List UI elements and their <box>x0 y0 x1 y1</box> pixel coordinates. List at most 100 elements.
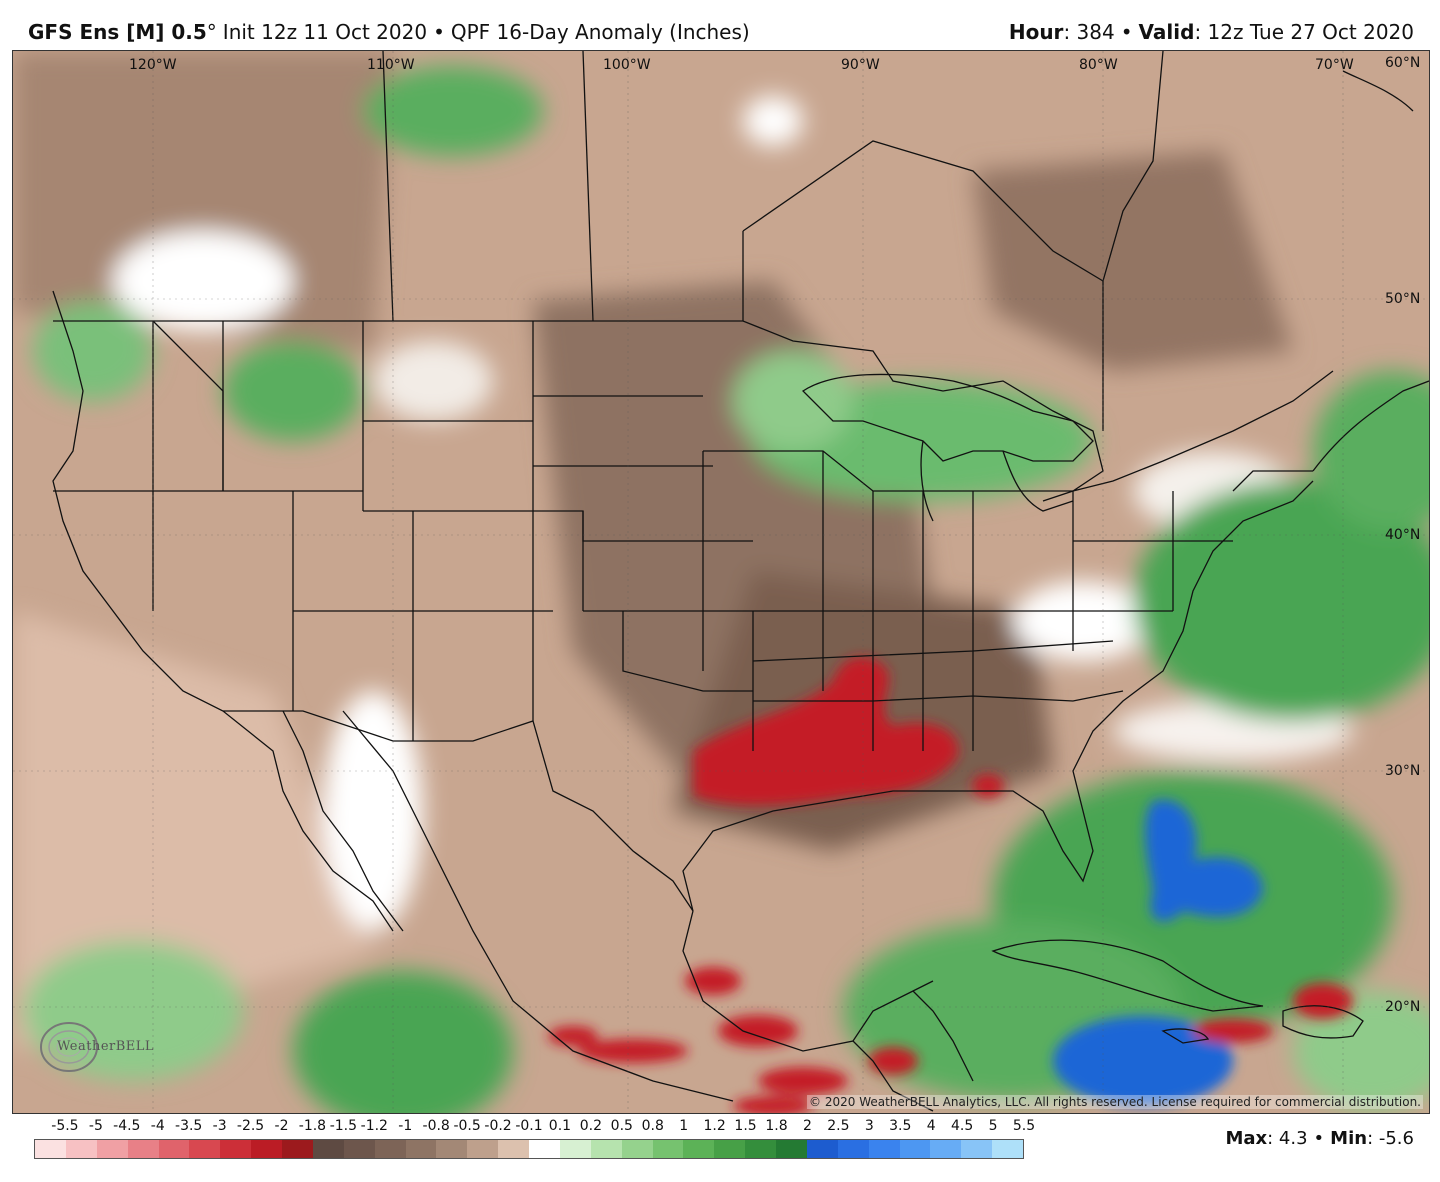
init-time: Init 12z 11 Oct 2020 <box>222 20 428 44</box>
lon-label-70w: 70°W <box>1315 57 1354 73</box>
legend-swatch <box>498 1140 529 1158</box>
lon-label-110w: 110°W <box>367 57 415 73</box>
legend-swatch <box>374 1140 406 1158</box>
header-left: GFS Ens [M] 0.5 ° Init 12z 11 Oct 2020 • … <box>28 20 750 44</box>
legend-swatch <box>837 1140 869 1158</box>
legend-tick-label: 1 <box>679 1118 689 1134</box>
lon-label-100w: 100°W <box>603 57 651 73</box>
lat-label-50n: 50°N <box>1385 291 1421 307</box>
legend-tick-label: 0.2 <box>579 1118 603 1134</box>
valid-value: : 12z Tue 27 Oct 2020 <box>1194 20 1414 44</box>
legend-swatch <box>467 1140 499 1158</box>
legend-tick-label: 1.5 <box>734 1118 757 1134</box>
stats-bullet: • <box>1313 1128 1325 1149</box>
legend-tick-label: 4 <box>926 1118 936 1134</box>
legend-swatch <box>714 1140 746 1158</box>
map-canvas <box>13 51 1429 1113</box>
legend-swatch <box>35 1140 66 1158</box>
legend-swatch <box>992 1140 1023 1158</box>
legend-swatch <box>343 1140 375 1158</box>
legend-swatch <box>220 1140 252 1158</box>
min-value: : -5.6 <box>1367 1128 1414 1149</box>
legend-swatch <box>930 1140 962 1158</box>
legend-tick-label: 5.5 <box>1012 1118 1036 1134</box>
legend-swatch <box>961 1140 993 1158</box>
lon-label-90w: 90°W <box>841 57 880 73</box>
legend-tick-label: -1.8 <box>298 1118 327 1134</box>
legend-tick-label: -0.1 <box>515 1118 543 1134</box>
legend-tick-label: -0.5 <box>453 1118 481 1134</box>
legend-swatch <box>899 1140 931 1158</box>
lat-label-20n: 20°N <box>1385 999 1421 1015</box>
legend-tick-label: 3 <box>864 1118 874 1134</box>
legend-swatch <box>282 1140 313 1158</box>
legend-swatch <box>559 1140 591 1158</box>
lon-label-80w: 80°W <box>1079 57 1118 73</box>
legend-tick-label: -5 <box>88 1118 103 1134</box>
legend-swatch <box>590 1140 622 1158</box>
max-label: Max <box>1225 1128 1268 1149</box>
lat-label-60n: 60°N <box>1385 55 1421 71</box>
max-value: : 4.3 <box>1267 1128 1308 1149</box>
boundaries <box>52 51 1429 1112</box>
weatherbell-logo: WeatherBELL <box>37 1017 167 1077</box>
legend-swatch <box>127 1140 159 1158</box>
legend-swatch <box>96 1140 128 1158</box>
legend-tick-label: -3.5 <box>175 1118 203 1134</box>
legend-tick-label: 3.5 <box>889 1118 912 1134</box>
valid-label: Valid <box>1138 20 1195 44</box>
lon-label-120w: 120°W <box>129 57 177 73</box>
legend-tick-label: 1.2 <box>703 1118 726 1134</box>
legend-tick-labels: -5.5 -5 -4.5 -4 -3.5 -3 -2.5 -2 -1.8 -1.5 -1.2 -1 -0… <box>34 1118 1035 1138</box>
graticule <box>13 51 1429 1113</box>
anomaly-extremes <box>548 657 1353 1113</box>
product-name: QPF 16-Day Anomaly (Inches) <box>450 20 750 44</box>
logo-text: WeatherBELL <box>57 1039 155 1054</box>
legend-tick-label: 0.1 <box>548 1118 572 1134</box>
legend-tick-label: -2 <box>274 1118 289 1134</box>
legend-tick-label: -0.8 <box>422 1118 450 1134</box>
lat-label-40n: 40°N <box>1385 527 1421 543</box>
legend-swatch <box>621 1140 653 1158</box>
degree-symbol: ° <box>206 20 217 44</box>
hour-label: Hour <box>1008 20 1064 44</box>
legend-tick-label: -2.5 <box>236 1118 265 1134</box>
legend-tick-label: 0.5 <box>610 1118 633 1134</box>
legend-swatch <box>65 1140 97 1158</box>
header-right: Hour: 384 • Valid: 12z Tue 27 Oct 2020 <box>1009 20 1414 44</box>
legend-tick-label: -5.5 <box>51 1118 79 1134</box>
legend-tick-label: -4 <box>150 1118 165 1134</box>
legend-swatch <box>436 1140 468 1158</box>
hour-value: : 384 <box>1063 20 1115 44</box>
color-legend: -5.5 -5 -4.5 -4 -3.5 -3 -2.5 -2 -1.8 -1.5 -1.2 -1 -0… <box>34 1118 1035 1162</box>
max-min-stats: Max: 4.3 • Min: -5.6 <box>1225 1128 1414 1149</box>
legend-tick-label: -1 <box>398 1118 413 1134</box>
legend-tick-label: 4.5 <box>950 1118 974 1134</box>
header-bullet-2: • <box>1120 20 1133 44</box>
legend-tick-label: 2.5 <box>827 1118 850 1134</box>
legend-tick-label: -0.2 <box>484 1118 512 1134</box>
anomaly-map: 120°W 110°W 100°W 90°W 80°W 70°W 60°N 50… <box>12 50 1430 1114</box>
legend-swatch <box>312 1140 344 1158</box>
legend-tick-label: 0.8 <box>641 1118 664 1134</box>
legend-tick-label: -1.5 <box>329 1118 358 1134</box>
legend-swatch <box>806 1140 838 1158</box>
map-header: GFS Ens [M] 0.5 ° Init 12z 11 Oct 2020 • … <box>28 18 1414 46</box>
legend-tick-label: 2 <box>802 1118 812 1134</box>
legend-swatch <box>158 1140 190 1158</box>
legend-swatch <box>405 1140 437 1158</box>
legend-tick-label: -4.5 <box>113 1118 141 1134</box>
legend-tick-label: -1.2 <box>360 1118 388 1134</box>
legend-swatch <box>868 1140 900 1158</box>
legend-swatch <box>529 1140 560 1158</box>
legend-tick-label: -3 <box>212 1118 227 1134</box>
header-bullet: • <box>433 20 445 44</box>
lat-label-30n: 30°N <box>1385 763 1421 779</box>
legend-swatch <box>683 1140 715 1158</box>
legend-swatch <box>776 1140 807 1158</box>
legend-swatch <box>251 1140 282 1158</box>
legend-swatch <box>189 1140 221 1158</box>
legend-tick-label: 5 <box>988 1118 998 1134</box>
copyright-notice: © 2020 WeatherBELL Analytics, LLC. All r… <box>807 1095 1423 1109</box>
logo-swirl-icon <box>40 1022 98 1072</box>
